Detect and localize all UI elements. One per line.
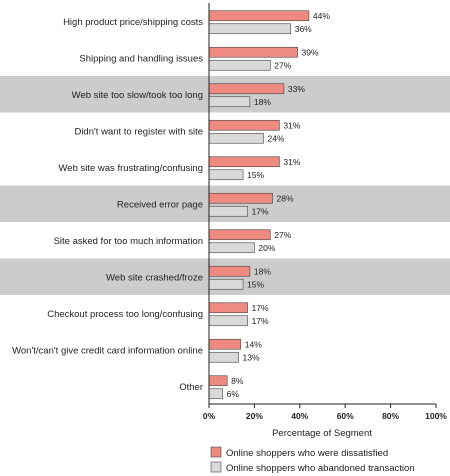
value-label-abandoned: 24% [267, 133, 284, 143]
category-label: Web site crashed/froze [106, 272, 203, 283]
legend-label: Online shoppers who were dissatisfied [226, 448, 388, 459]
bar-dissatisfied [208, 46, 298, 58]
value-label-abandoned: 17% [252, 206, 269, 216]
value-label-abandoned: 13% [243, 352, 260, 362]
bar-abandoned [208, 96, 251, 108]
bar-dissatisfied [208, 119, 280, 131]
category-label: Received error page [117, 199, 203, 210]
category-label: Site asked for too much information [54, 236, 203, 247]
x-tick-label: 0% [203, 411, 216, 421]
category-label: Shipping and handling issues [79, 53, 203, 64]
value-label-abandoned: 6% [227, 389, 240, 399]
value-label-abandoned: 17% [252, 316, 269, 326]
x-axis: 0% 20% 40% 60% 80% 100% [203, 3, 447, 421]
value-label-abandoned: 20% [258, 243, 275, 253]
bar-dissatisfied [208, 302, 248, 314]
value-label-abandoned: 36% [295, 24, 312, 34]
bar-abandoned [208, 388, 223, 400]
category-label: Web site too slow/took too long [72, 90, 203, 101]
x-tick-label: 80% [382, 411, 399, 421]
x-tick-label: 20% [246, 411, 263, 421]
category-label: Other [179, 382, 203, 393]
value-label-dissatisfied: 44% [313, 11, 330, 21]
bar-abandoned [208, 132, 264, 144]
bar-dissatisfied [208, 265, 251, 277]
value-label-dissatisfied: 31% [283, 157, 300, 167]
value-label-abandoned: 18% [254, 97, 271, 107]
value-label-abandoned: 27% [274, 60, 291, 70]
value-label-dissatisfied: 28% [277, 193, 294, 203]
bar-abandoned [208, 205, 248, 217]
category-label: High product price/shipping costs [63, 17, 203, 28]
legend-swatch [210, 461, 222, 473]
x-tick-label: 60% [337, 411, 354, 421]
legend-swatch [210, 446, 222, 458]
bar-dissatisfied [208, 10, 310, 22]
category-labels: High product price/shipping costs Shippin… [12, 17, 203, 393]
row-shading-layer [0, 76, 450, 295]
bar-dissatisfied [208, 338, 242, 350]
value-label-dissatisfied: 8% [231, 376, 244, 386]
value-label-abandoned: 15% [247, 170, 264, 180]
bar-dissatisfied [208, 156, 280, 168]
category-label: Checkout process too long/confusing [47, 309, 203, 320]
value-label-dissatisfied: 17% [252, 303, 269, 313]
bar-dissatisfied [208, 375, 228, 387]
value-label-dissatisfied: 18% [254, 266, 271, 276]
category-label: Won't/can't give credit card information… [12, 345, 203, 356]
x-tick-label: 100% [425, 411, 447, 421]
bar-abandoned [208, 351, 239, 363]
bar-abandoned [208, 278, 244, 290]
value-label-abandoned: 15% [247, 279, 264, 289]
x-axis-title: Percentage of Segment [272, 428, 372, 439]
bar-abandoned [208, 59, 271, 71]
value-label-dissatisfied: 14% [245, 339, 262, 349]
bar-dissatisfied [208, 229, 271, 241]
x-tick-label: 40% [291, 411, 308, 421]
bars: 44%36% 39% 27% 33% 18% 31% 24% 31% 15% 28% 17% 27% 2… [208, 10, 330, 400]
legend-label: Online shoppers who abandoned transactio… [226, 463, 415, 474]
value-label-dissatisfied: 39% [302, 47, 319, 57]
category-label: Didn't want to register with site [74, 126, 203, 137]
bar-abandoned [208, 169, 244, 181]
bar-abandoned [208, 315, 248, 327]
value-label-dissatisfied: 33% [288, 84, 305, 94]
value-label-dissatisfied: 31% [283, 120, 300, 130]
category-label: Web site was frustrating/confusing [58, 163, 203, 174]
bar-abandoned [208, 242, 255, 254]
value-label-dissatisfied: 27% [274, 230, 291, 240]
bar-dissatisfied [208, 192, 273, 204]
legend: Online shoppers who were dissatisfied Onl… [210, 446, 415, 474]
bar-abandoned [208, 23, 292, 35]
bar-dissatisfied [208, 83, 285, 95]
